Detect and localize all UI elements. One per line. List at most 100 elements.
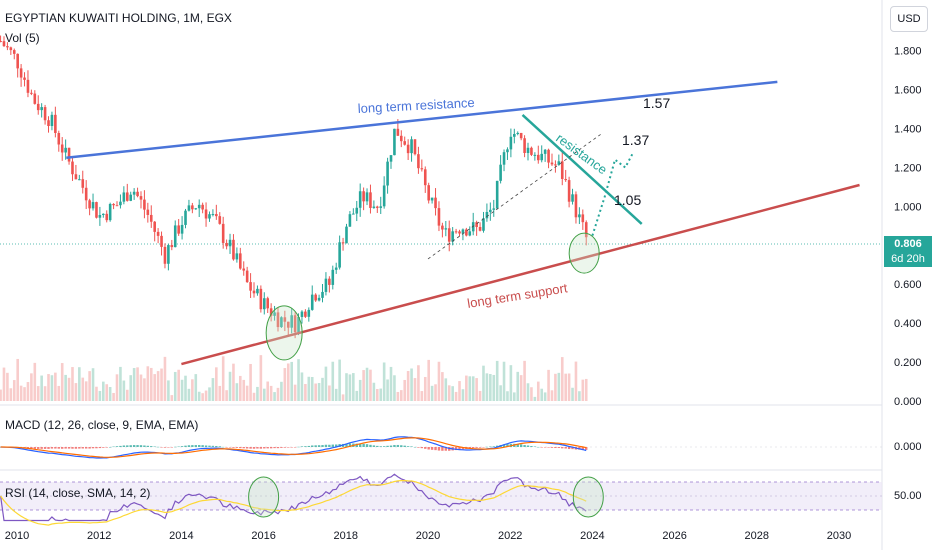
volume-bar: [328, 385, 331, 401]
rsi-line: [0, 473, 587, 522]
macd-hist-bar: [543, 447, 547, 448]
candle-body: [115, 205, 119, 207]
volume-bar: [540, 388, 544, 401]
candle-body: [23, 77, 26, 80]
volume-bar: [23, 387, 26, 401]
candle-body: [98, 215, 102, 218]
volume-bar: [191, 379, 194, 401]
volume-bar: [536, 381, 540, 401]
time-tick-label: 2012: [87, 530, 111, 542]
candle-body: [447, 228, 451, 242]
macd-hist-bar: [581, 447, 585, 450]
candle-body: [379, 206, 383, 208]
time-tick-label: 2028: [745, 530, 769, 542]
candle-body: [280, 317, 283, 328]
candle-body: [554, 164, 557, 166]
candle-body: [307, 309, 311, 317]
volume-bar: [36, 386, 40, 401]
macd-hist-bar: [245, 447, 249, 449]
macd-hist-bar: [126, 445, 129, 447]
volume-bar: [119, 366, 122, 401]
volume-bar: [139, 374, 143, 401]
candle-body: [40, 107, 43, 111]
volume-bar: [550, 390, 554, 401]
macd-hist-bar: [252, 447, 256, 449]
macd-hist-bar: [506, 444, 509, 447]
macd-hist-bar: [441, 447, 444, 451]
candle-body: [50, 114, 54, 127]
price-tick-label: 0.400: [894, 318, 922, 330]
currency-button[interactable]: USD: [890, 6, 928, 32]
candle-body: [170, 245, 174, 248]
candle-body: [427, 185, 430, 201]
candle-body: [283, 317, 287, 322]
macd-hist-bar: [153, 446, 156, 448]
candle-body: [423, 169, 427, 186]
symbol-title: EGYPTIAN KUWAITI HOLDING, 1M, EGX: [5, 11, 232, 25]
macd-hist-bar: [406, 446, 410, 447]
candle-body: [365, 192, 369, 202]
price-tick-label: 0.600: [894, 279, 922, 291]
macd-hist-bar: [328, 444, 331, 447]
volume-bar: [324, 366, 328, 401]
candle-body: [26, 79, 30, 93]
volume-bar: [331, 361, 335, 401]
macd-hist-bar: [523, 445, 526, 447]
volume-bar: [502, 361, 506, 401]
macd-hist-bar: [180, 446, 184, 447]
volume-bar: [269, 385, 273, 401]
macd-hist-bar: [396, 444, 400, 447]
volume-bar: [249, 363, 252, 401]
macd-hist-bar: [489, 446, 492, 448]
volume-bar: [567, 373, 571, 401]
volume-bar: [307, 376, 311, 401]
macd-hist-bar: [554, 447, 557, 448]
macd-hist-bar: [571, 447, 574, 450]
macd-hist-bar: [311, 445, 314, 447]
candle-body: [334, 267, 338, 270]
time-tick-label: 2014: [169, 530, 193, 542]
volume-bar: [91, 368, 95, 401]
volume-bar: [98, 390, 102, 401]
macd-hist-bar: [204, 445, 208, 447]
candle-body: [177, 225, 180, 234]
volume-bar: [64, 374, 67, 401]
macd-hist-bar: [379, 446, 382, 447]
macd-hist-bar: [105, 447, 108, 448]
volume-bar: [2, 367, 6, 401]
candle-body: [167, 245, 170, 264]
candle-body: [208, 214, 211, 219]
candle-body: [314, 294, 317, 301]
candle-body: [386, 161, 389, 186]
macd-hist-bar: [163, 447, 167, 448]
candle-body: [256, 288, 259, 294]
candle-body: [567, 180, 571, 202]
rsi-ma-line: [0, 480, 587, 526]
macd-hist-bar: [461, 447, 465, 450]
macd-hist-bar: [198, 445, 201, 447]
macd-hist-bar: [478, 447, 482, 448]
macd-hist-bar: [139, 445, 143, 447]
long-term-support-line: [181, 183, 860, 366]
candle-body: [509, 136, 513, 150]
candle-body: [557, 161, 561, 165]
macd-hist-bar: [472, 447, 475, 449]
macd-hist-bar: [218, 446, 221, 447]
volume-bar: [547, 369, 550, 401]
volume-bar: [273, 392, 276, 401]
target-137-label: 1.37: [622, 132, 649, 148]
price-tick-label: 1.200: [894, 162, 922, 174]
volume-bar: [410, 368, 413, 401]
candle-body: [225, 242, 228, 247]
time-tick-label: 2024: [580, 530, 604, 542]
volume-bar: [108, 387, 112, 401]
candle-body: [125, 192, 129, 201]
macd-hist-bar: [266, 447, 269, 449]
macd-hist-bar: [400, 445, 403, 447]
candle-body: [369, 192, 372, 208]
candle-body: [197, 204, 201, 209]
candle-body: [269, 308, 273, 316]
macd-hist-bar: [167, 447, 170, 448]
macd-hist-bar: [256, 447, 259, 449]
